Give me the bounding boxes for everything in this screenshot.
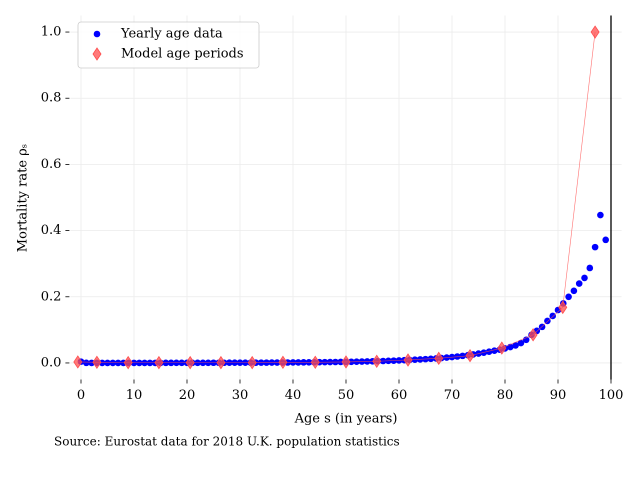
legend-label: Yearly age data: [120, 27, 223, 42]
y-tick-label: 0.8: [41, 91, 62, 106]
point: [575, 280, 583, 287]
connector-line: [77, 32, 596, 363]
point: [109, 359, 117, 367]
point: [597, 211, 604, 219]
point: [517, 339, 525, 347]
point: [586, 264, 594, 272]
diamond-point: [497, 341, 507, 355]
x-tick-label: 20: [179, 388, 196, 403]
diamond-point: [465, 348, 475, 363]
diamond-point: [123, 355, 133, 370]
diamond-point: [590, 25, 600, 39]
point: [565, 293, 572, 301]
diamond-point: [372, 354, 382, 369]
point: [104, 359, 111, 367]
x-axis-label: Age s (in years): [294, 412, 398, 427]
x-tick-label: 80: [497, 388, 514, 403]
diamond-point: [341, 355, 351, 369]
point: [581, 274, 588, 282]
x-tick-label: 40: [285, 388, 302, 403]
point: [570, 287, 578, 295]
x-tick-label: 10: [126, 388, 143, 403]
diamond-point: [216, 355, 226, 370]
legend-box: [77, 21, 260, 69]
y-tick-label: 1.0: [41, 25, 62, 40]
x-tick-label: 60: [391, 388, 408, 403]
y-tick-label: 0.4: [41, 223, 62, 238]
point: [549, 312, 556, 320]
diamond-point: [310, 355, 320, 370]
diamond-point: [154, 355, 164, 370]
x-tick-label: 100: [599, 388, 624, 403]
diamond-point: [92, 355, 102, 370]
point: [544, 317, 551, 325]
x-tick-label: 70: [444, 388, 461, 403]
x-tick-label: 90: [550, 388, 567, 403]
x-tick-label: 50: [338, 388, 355, 403]
y-tick-label: 0.0: [41, 355, 62, 370]
source-note: Source: Eurostat data for 2018 U.K. popu…: [54, 435, 400, 449]
diamond-point: [434, 351, 444, 366]
diamond-point: [73, 355, 83, 369]
point: [485, 348, 493, 356]
point: [480, 349, 488, 356]
point: [459, 352, 466, 360]
legend-label: Model age periods: [121, 47, 244, 62]
diamond-point: [278, 355, 288, 370]
point: [591, 243, 599, 251]
legend-swatch: [92, 47, 102, 61]
point: [602, 236, 609, 244]
point: [114, 359, 122, 367]
y-tick-label: 0.2: [41, 289, 62, 304]
legend-swatch: [93, 30, 101, 38]
diamond-point: [185, 355, 195, 370]
diamond-point: [528, 328, 538, 342]
x-tick-label: 0: [77, 388, 85, 403]
y-tick-label: 0.6: [41, 157, 62, 172]
point: [491, 347, 498, 355]
diamond-point: [403, 353, 413, 367]
diamond-point: [247, 355, 257, 370]
point: [83, 359, 90, 367]
diamond-point: [558, 300, 568, 315]
y-axis-label: Mortality rate ρₛ: [16, 144, 31, 252]
point: [512, 342, 519, 349]
x-tick-label: 30: [232, 388, 249, 403]
